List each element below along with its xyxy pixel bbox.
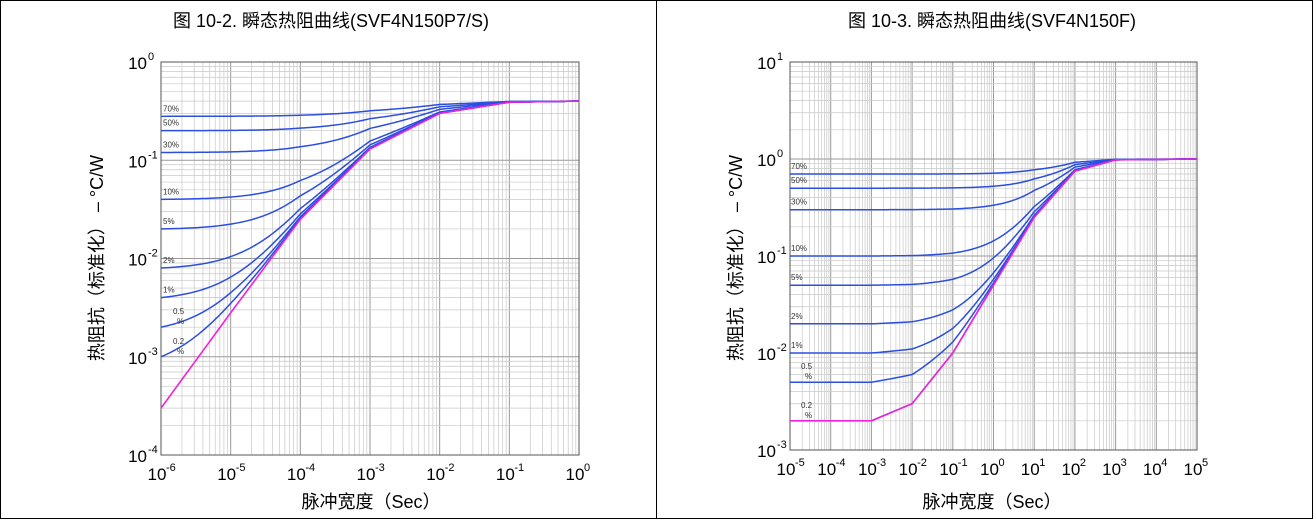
series-label: 10% <box>791 244 807 253</box>
figure-divider <box>656 0 657 519</box>
series-label: 70% <box>791 162 807 171</box>
series-label: 70% <box>163 104 179 113</box>
x-tick-label: 10 <box>1184 460 1203 479</box>
series-label-unit: % <box>805 411 812 420</box>
y-tick-label: 10 <box>128 54 147 73</box>
series-label: 0.5 <box>173 307 185 316</box>
x-tick-exponent: -6 <box>166 462 176 474</box>
x-tick-label: 10 <box>939 460 958 479</box>
y-axis-label: 热阻抗（标准化） – °C/W <box>726 155 746 361</box>
x-tick-exponent: -2 <box>445 462 455 474</box>
x-tick-label: 10 <box>980 460 999 479</box>
x-tick-label: 10 <box>1061 460 1080 479</box>
series-label: 30% <box>791 198 807 207</box>
series-label: 50% <box>163 119 179 128</box>
y-tick-label: 10 <box>128 349 147 368</box>
chart-title: 图 10-2. 瞬态热阻曲线(SVF4N150P7/S) <box>173 11 489 31</box>
x-tick-exponent: 2 <box>1080 457 1086 469</box>
x-tick-exponent: 0 <box>999 457 1005 469</box>
series-label: 0.2 <box>801 401 813 410</box>
x-tick-label: 10 <box>1021 460 1040 479</box>
chart-ticks: 10 -5 10 -4 10 -3 10 -2 10 -1 10 0 10 1 10 2 10 3 10 4 10 510… <box>757 51 1208 479</box>
series-label-unit: % <box>805 372 812 381</box>
y-tick-label: 10 <box>757 248 776 267</box>
x-tick-label: 10 <box>817 460 836 479</box>
x-axis-label: 脉冲宽度（Sec） <box>922 492 1061 512</box>
x-tick-exponent: 3 <box>1121 457 1127 469</box>
x-tick-exponent: -2 <box>917 457 927 469</box>
y-tick-label: 10 <box>128 251 147 270</box>
x-tick-label: 10 <box>899 460 918 479</box>
x-tick-label: 10 <box>287 465 306 484</box>
chart-grid <box>789 61 1198 451</box>
plot-area <box>160 61 580 456</box>
y-tick-label: 10 <box>757 345 776 364</box>
x-tick-label: 10 <box>566 465 585 484</box>
y-tick-label: 10 <box>757 54 776 73</box>
x-tick-exponent: -1 <box>958 457 968 469</box>
x-tick-label: 10 <box>1102 460 1121 479</box>
series-label-unit: % <box>177 347 184 356</box>
y-axis-label: 热阻抗（标准化） – °C/W <box>87 155 107 361</box>
series-label: 1% <box>791 341 803 350</box>
x-tick-exponent: 1 <box>1039 457 1045 469</box>
series-label: 1% <box>163 286 175 295</box>
x-tick-exponent: -5 <box>795 457 805 469</box>
chart-curves: 70%50%30%10%5%2%1%0.5%0.2% <box>790 158 1198 422</box>
x-axis-label: 脉冲宽度（Sec） <box>301 492 440 512</box>
x-tick-exponent: -3 <box>876 457 886 469</box>
x-tick-label: 10 <box>217 465 236 484</box>
series-label: 50% <box>791 176 807 185</box>
x-tick-label: 10 <box>496 465 515 484</box>
y-tick-label: 10 <box>128 447 147 466</box>
y-tick-exponent: 0 <box>777 148 783 160</box>
y-tick-exponent: -1 <box>777 245 787 257</box>
chart-grid <box>160 61 580 456</box>
x-tick-exponent: -5 <box>236 462 246 474</box>
y-tick-label: 10 <box>757 151 776 170</box>
x-tick-exponent: -1 <box>514 462 524 474</box>
x-tick-exponent: -3 <box>375 462 385 474</box>
y-tick-exponent: -1 <box>148 149 158 161</box>
y-tick-exponent: -4 <box>148 444 158 456</box>
series-label: 30% <box>163 140 179 149</box>
x-tick-exponent: -4 <box>305 462 315 474</box>
chart-curves: 70%50%30%10%5%2%1%0.5%0.2% <box>160 100 580 409</box>
y-tick-exponent: -2 <box>777 342 787 354</box>
y-tick-exponent: -3 <box>148 346 158 358</box>
x-tick-label: 10 <box>858 460 877 479</box>
series-label: 2% <box>163 256 175 265</box>
series-label-unit: % <box>177 317 184 326</box>
y-tick-exponent: 0 <box>148 51 154 63</box>
chart-ticks: 10 -6 10 -5 10 -4 10 -3 10 -2 10 -1 10 010 -410 -310 -21… <box>128 51 590 484</box>
x-tick-label: 10 <box>777 460 796 479</box>
y-tick-exponent: 1 <box>777 51 783 63</box>
x-tick-label: 10 <box>1143 460 1162 479</box>
y-tick-label: 10 <box>757 442 776 461</box>
series-label: 10% <box>163 187 179 196</box>
y-tick-exponent: -3 <box>777 439 787 451</box>
series-label: 5% <box>791 273 803 282</box>
x-tick-exponent: -4 <box>836 457 846 469</box>
series-label: 0.2 <box>173 337 185 346</box>
thermal-chart-f: 图 10-3. 瞬态热阻曲线(SVF4N150F) 70%50%30%10%5%… <box>726 11 1208 512</box>
x-tick-exponent: 5 <box>1202 457 1208 469</box>
x-tick-label: 10 <box>426 465 445 484</box>
y-tick-exponent: -2 <box>148 248 158 260</box>
y-tick-label: 10 <box>128 152 147 171</box>
single-pulse-line <box>160 100 580 409</box>
thermal-chart-p7: 图 10-2. 瞬态热阻曲线(SVF4N150P7/S) 70% 50% 30% 10… <box>87 11 590 512</box>
single-pulse-line <box>790 158 1198 422</box>
x-tick-exponent: 4 <box>1161 457 1167 469</box>
x-tick-exponent: 0 <box>584 462 590 474</box>
series-label: 2% <box>791 312 803 321</box>
x-tick-label: 10 <box>148 465 167 484</box>
chart-title: 图 10-3. 瞬态热阻曲线(SVF4N150F) <box>848 11 1136 31</box>
series-label: 0.5 <box>801 362 813 371</box>
series-label: 5% <box>163 217 175 226</box>
x-tick-label: 10 <box>357 465 376 484</box>
